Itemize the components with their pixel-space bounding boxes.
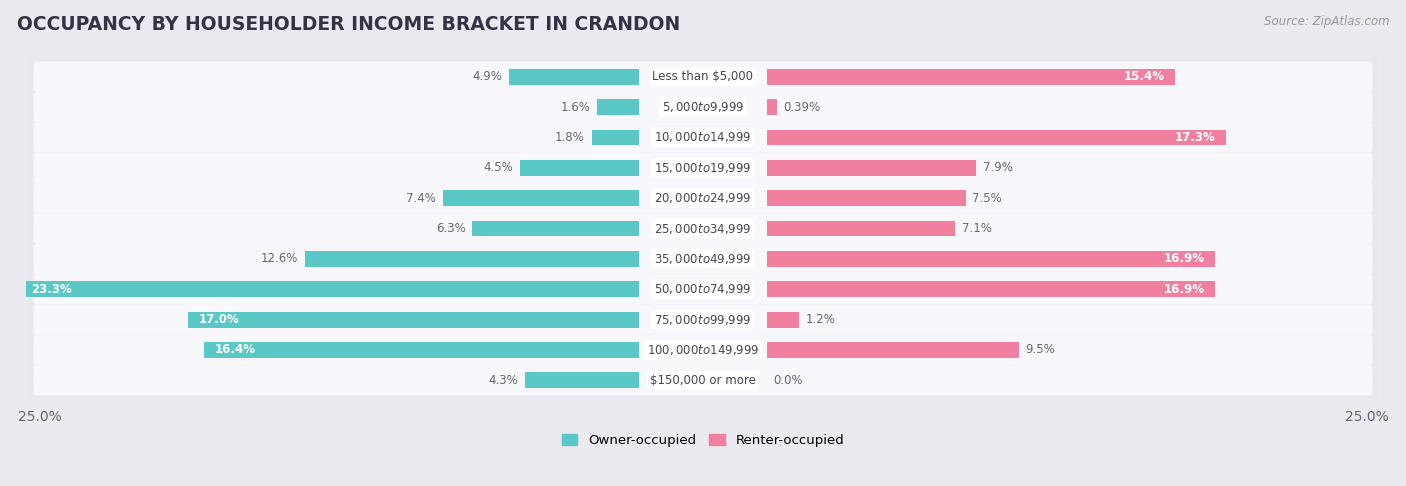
Text: $100,000 to $149,999: $100,000 to $149,999 — [647, 343, 759, 357]
FancyBboxPatch shape — [34, 183, 1372, 213]
Text: 7.4%: 7.4% — [406, 191, 436, 205]
Text: 23.3%: 23.3% — [31, 283, 72, 296]
FancyBboxPatch shape — [34, 365, 1372, 396]
Text: $50,000 to $74,999: $50,000 to $74,999 — [654, 282, 752, 296]
Text: $25,000 to $34,999: $25,000 to $34,999 — [654, 222, 752, 236]
FancyBboxPatch shape — [28, 300, 1378, 339]
Bar — [766, 129, 1226, 145]
Text: 1.6%: 1.6% — [561, 101, 591, 114]
Bar — [443, 190, 640, 206]
Bar — [21, 281, 640, 297]
Bar — [766, 160, 976, 175]
Text: 7.1%: 7.1% — [962, 222, 991, 235]
FancyBboxPatch shape — [28, 270, 1378, 309]
Text: 4.9%: 4.9% — [472, 70, 502, 83]
Bar — [472, 221, 640, 236]
Bar — [305, 251, 640, 267]
Text: 16.9%: 16.9% — [1164, 283, 1205, 296]
Text: $75,000 to $99,999: $75,000 to $99,999 — [654, 312, 752, 327]
FancyBboxPatch shape — [28, 179, 1378, 217]
FancyBboxPatch shape — [34, 274, 1372, 304]
FancyBboxPatch shape — [28, 57, 1378, 96]
FancyBboxPatch shape — [34, 122, 1372, 153]
Bar — [766, 312, 799, 328]
Text: 7.9%: 7.9% — [983, 161, 1012, 174]
Bar — [520, 160, 640, 175]
FancyBboxPatch shape — [28, 118, 1378, 156]
Text: 6.3%: 6.3% — [436, 222, 465, 235]
FancyBboxPatch shape — [28, 209, 1378, 248]
FancyBboxPatch shape — [28, 88, 1378, 126]
Text: OCCUPANCY BY HOUSEHOLDER INCOME BRACKET IN CRANDON: OCCUPANCY BY HOUSEHOLDER INCOME BRACKET … — [17, 15, 681, 34]
Text: $20,000 to $24,999: $20,000 to $24,999 — [654, 191, 752, 205]
Text: $5,000 to $9,999: $5,000 to $9,999 — [662, 100, 744, 114]
FancyBboxPatch shape — [28, 149, 1378, 187]
Bar — [204, 342, 640, 358]
Text: $35,000 to $49,999: $35,000 to $49,999 — [654, 252, 752, 266]
Text: 1.8%: 1.8% — [555, 131, 585, 144]
Text: 4.5%: 4.5% — [484, 161, 513, 174]
Text: $10,000 to $14,999: $10,000 to $14,999 — [654, 130, 752, 144]
FancyBboxPatch shape — [28, 331, 1378, 369]
Bar — [526, 372, 640, 388]
FancyBboxPatch shape — [34, 304, 1372, 335]
FancyBboxPatch shape — [34, 335, 1372, 365]
Text: 0.39%: 0.39% — [783, 101, 821, 114]
Text: 16.4%: 16.4% — [215, 344, 256, 357]
FancyBboxPatch shape — [34, 153, 1372, 183]
Bar — [509, 69, 640, 85]
Bar — [592, 129, 640, 145]
Legend: Owner-occupied, Renter-occupied: Owner-occupied, Renter-occupied — [557, 429, 849, 452]
Bar — [766, 69, 1175, 85]
Bar — [766, 342, 1019, 358]
Bar — [766, 221, 955, 236]
Bar — [188, 312, 640, 328]
Text: 15.4%: 15.4% — [1123, 70, 1164, 83]
FancyBboxPatch shape — [34, 92, 1372, 122]
Bar — [766, 281, 1215, 297]
FancyBboxPatch shape — [28, 240, 1378, 278]
FancyBboxPatch shape — [28, 361, 1378, 399]
Bar — [766, 251, 1215, 267]
Text: 0.0%: 0.0% — [773, 374, 803, 387]
FancyBboxPatch shape — [34, 61, 1372, 92]
Text: 16.9%: 16.9% — [1164, 252, 1205, 265]
FancyBboxPatch shape — [34, 243, 1372, 274]
Text: Less than $5,000: Less than $5,000 — [652, 70, 754, 83]
Bar — [766, 99, 778, 115]
Bar — [766, 190, 966, 206]
Text: 7.5%: 7.5% — [973, 191, 1002, 205]
Text: Source: ZipAtlas.com: Source: ZipAtlas.com — [1264, 15, 1389, 28]
Text: 17.0%: 17.0% — [198, 313, 239, 326]
Bar — [596, 99, 640, 115]
Text: 4.3%: 4.3% — [489, 374, 519, 387]
Text: 12.6%: 12.6% — [262, 252, 298, 265]
Text: 1.2%: 1.2% — [806, 313, 835, 326]
Text: $15,000 to $19,999: $15,000 to $19,999 — [654, 161, 752, 175]
FancyBboxPatch shape — [34, 213, 1372, 243]
Text: 9.5%: 9.5% — [1025, 344, 1056, 357]
Text: $150,000 or more: $150,000 or more — [650, 374, 756, 387]
Text: 17.3%: 17.3% — [1174, 131, 1215, 144]
